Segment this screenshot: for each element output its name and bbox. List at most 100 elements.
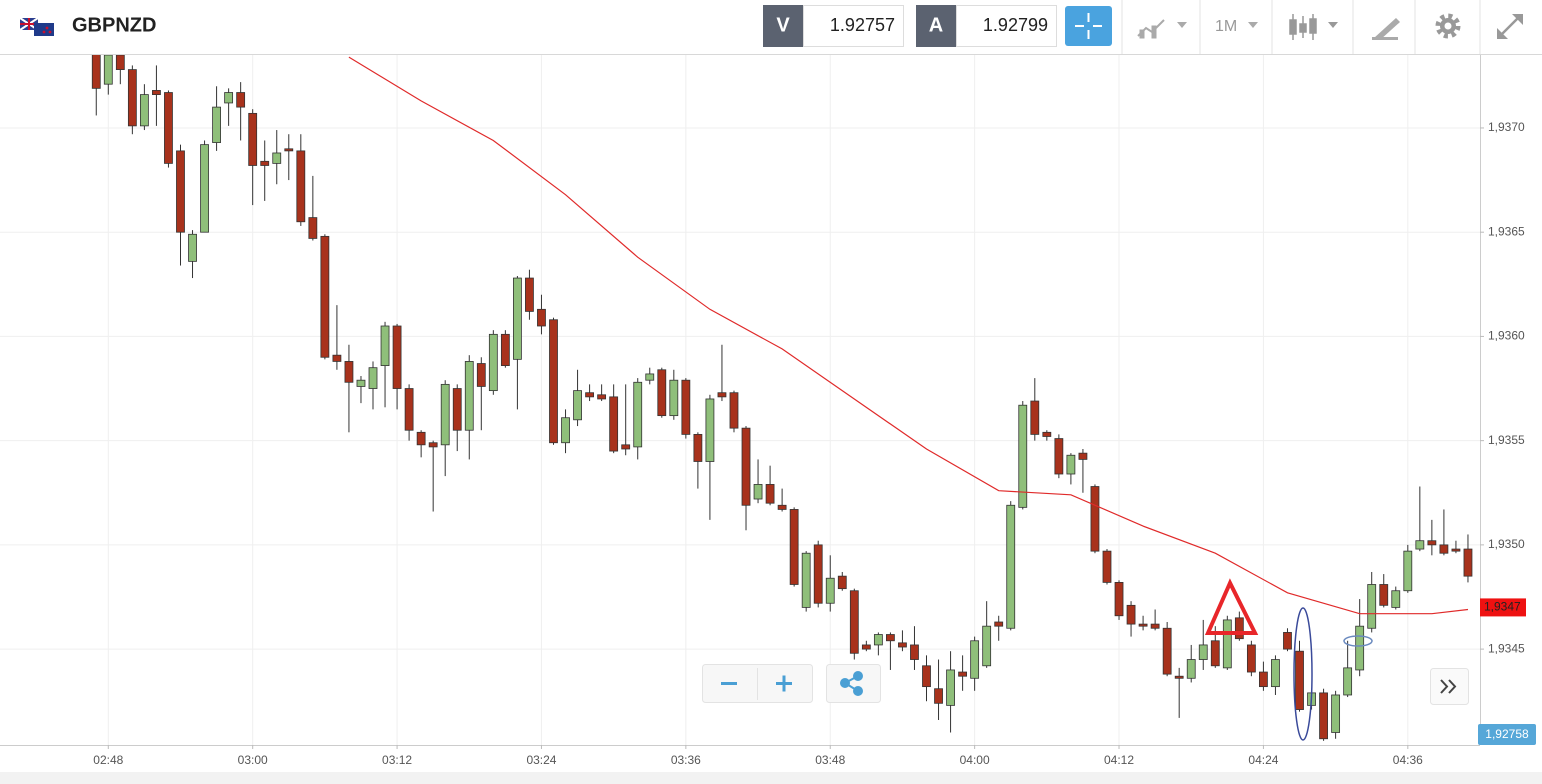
candle-body — [1138, 623, 1148, 627]
sell-price-box[interactable] — [803, 5, 904, 47]
x-tick-label: 03:36 — [671, 753, 701, 767]
candle-body — [1451, 548, 1461, 552]
candle-body — [1114, 582, 1124, 617]
timeframe-caret[interactable] — [1248, 22, 1258, 28]
candle-body — [741, 427, 751, 506]
ellipse-annotation[interactable] — [1293, 607, 1313, 741]
candle-body — [537, 308, 546, 327]
candle-body — [500, 333, 510, 367]
candle-body — [982, 625, 992, 667]
buy-label[interactable]: A — [929, 14, 943, 36]
candle-body — [873, 634, 883, 646]
candle-body — [1319, 692, 1328, 740]
candle-body — [1343, 667, 1353, 696]
candle-body — [1090, 486, 1100, 552]
y-tick-label: 1,9350 — [1488, 537, 1525, 551]
candle-body — [308, 217, 318, 239]
candle-body — [103, 55, 113, 85]
crosshair-button[interactable] — [1065, 6, 1112, 46]
candle-body — [1391, 590, 1401, 608]
share-button[interactable] — [826, 664, 881, 703]
candle-body — [970, 640, 980, 679]
candle-body — [1427, 540, 1437, 546]
candle-body — [1078, 452, 1088, 460]
candle-body — [1054, 438, 1064, 475]
candle-body — [1415, 540, 1425, 550]
candle-body — [248, 112, 258, 166]
candle-body — [825, 577, 835, 604]
candle-body — [1006, 504, 1016, 629]
settings-button[interactable] — [1435, 13, 1461, 39]
candle-body — [332, 354, 342, 362]
candle-body — [777, 504, 787, 510]
zoom-in-button[interactable] — [776, 675, 792, 692]
candle-body — [910, 644, 919, 660]
candle-body — [946, 669, 955, 706]
candle-body — [464, 361, 474, 431]
buy-price-box[interactable] — [956, 5, 1057, 47]
candle-body — [1271, 659, 1280, 688]
fullscreen-button[interactable] — [1497, 14, 1523, 39]
candle-body — [236, 92, 246, 108]
ellipse-annotation[interactable] — [1343, 635, 1373, 647]
toolbar-separators — [1121, 0, 1481, 54]
drawing-tools-button[interactable] — [1372, 18, 1400, 40]
chart-type-button[interactable] — [1137, 19, 1187, 39]
candle-body — [886, 634, 895, 642]
candle-body — [91, 55, 101, 89]
scroll-right-button[interactable] — [1430, 668, 1469, 705]
x-tick-label: 04:36 — [1393, 753, 1423, 767]
candle-body — [356, 379, 366, 387]
candle-body — [152, 90, 161, 96]
candle-body — [224, 92, 234, 104]
sell-button[interactable] — [763, 5, 803, 47]
candle-body — [597, 394, 607, 400]
candle-body — [1367, 584, 1377, 629]
candle-body — [440, 383, 450, 446]
sell-price[interactable]: 1.92757 — [830, 15, 895, 35]
candle-body — [813, 544, 823, 604]
candle-body — [1186, 659, 1196, 679]
y-tick-label: 1,9360 — [1488, 329, 1525, 343]
y-tick-label: 1,9370 — [1488, 120, 1525, 134]
candle-body — [657, 369, 667, 417]
candle-body — [1295, 650, 1304, 710]
candle-body — [717, 392, 727, 398]
candle-body — [958, 671, 968, 677]
grid — [0, 55, 1480, 745]
bid-tag-label: 1,92758 — [1485, 727, 1529, 741]
x-tick-label: 02:48 — [93, 753, 123, 767]
candle-body — [705, 398, 715, 462]
scroll-right-icon — [1440, 679, 1457, 694]
candle-body — [139, 94, 149, 127]
candle-body — [200, 144, 209, 233]
share-icon — [840, 671, 863, 696]
flag-icon — [19, 17, 54, 36]
buy-button[interactable] — [916, 5, 956, 47]
candle-body — [729, 392, 739, 429]
candle-body — [1066, 454, 1076, 475]
current-price-tag — [1480, 598, 1526, 617]
candle-body — [272, 152, 282, 164]
candle-body — [1463, 548, 1473, 577]
candle-body — [801, 552, 811, 608]
candle-body — [1259, 671, 1268, 688]
candle-body — [669, 379, 679, 417]
buy-price[interactable]: 1.92799 — [983, 15, 1048, 35]
x-tick-label: 03:24 — [526, 753, 556, 767]
candle-body — [1403, 550, 1413, 592]
timeframe[interactable]: 1M — [1215, 18, 1237, 35]
candle-style-button[interactable] — [1289, 14, 1338, 40]
candle-body — [1126, 604, 1136, 625]
candle-body — [1210, 640, 1220, 667]
candle-body — [1042, 431, 1052, 437]
candle-body — [368, 367, 378, 389]
bottom-strip — [0, 772, 1542, 784]
sell-label[interactable]: V — [776, 14, 790, 36]
triangle-annotation[interactable] — [1204, 578, 1259, 635]
candle-body — [561, 417, 570, 444]
candle-body — [1234, 617, 1244, 640]
candle-body — [861, 644, 871, 650]
candle-body — [284, 148, 294, 152]
